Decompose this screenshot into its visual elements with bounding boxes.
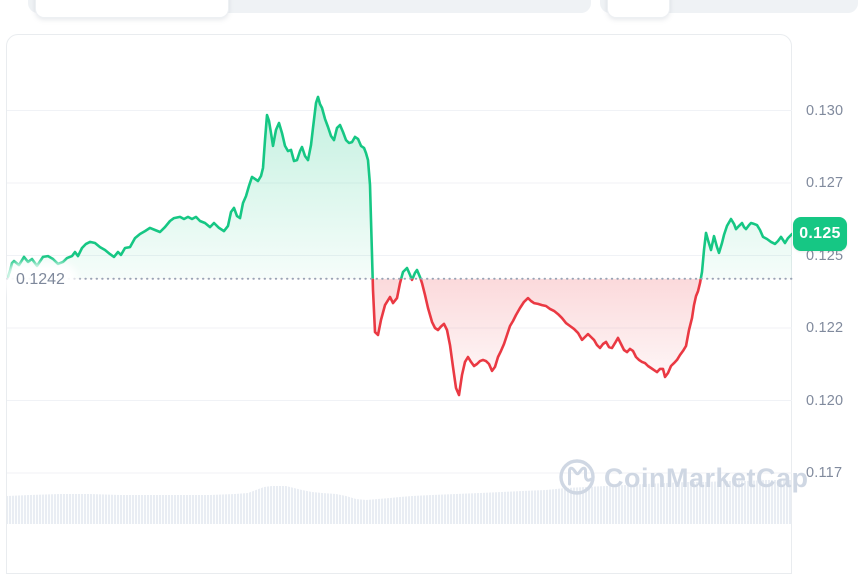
- coinmarketcap-logo-m: [568, 466, 593, 486]
- gridlines: [7, 110, 792, 474]
- price-chart-canvas[interactable]: CoinMarketCap: [0, 0, 863, 524]
- baseline-price-label: 0.1242: [9, 268, 72, 292]
- y-axis-label: 0.117: [806, 465, 843, 481]
- price-area-above-baseline: [8, 96, 792, 279]
- volume-bars: [7, 480, 792, 524]
- current-price-badge: 0.125: [793, 217, 847, 252]
- y-axis-label: 0.122: [806, 320, 844, 336]
- time-range-selected-segment[interactable]: [607, 0, 670, 18]
- y-axis-label: 0.125: [806, 247, 844, 264]
- y-axis-label: 0.127: [806, 175, 844, 191]
- coinmarketcap-logo-icon: [559, 459, 595, 495]
- y-axis: 0.130 0.127 0.125 0.122 0.120 0.117: [806, 0, 863, 524]
- watermark-text: CoinMarketCap: [604, 463, 809, 493]
- price-line-down: [371, 278, 703, 397]
- price-area-below-baseline: [372, 278, 701, 395]
- coinmarketcap-watermark: CoinMarketCap: [559, 459, 809, 495]
- y-axis-label: 0.130: [806, 102, 844, 119]
- y-axis-label: 0.120: [806, 392, 844, 409]
- price-line-up: [7, 95, 792, 279]
- chart-type-selected-segment[interactable]: [35, 0, 229, 18]
